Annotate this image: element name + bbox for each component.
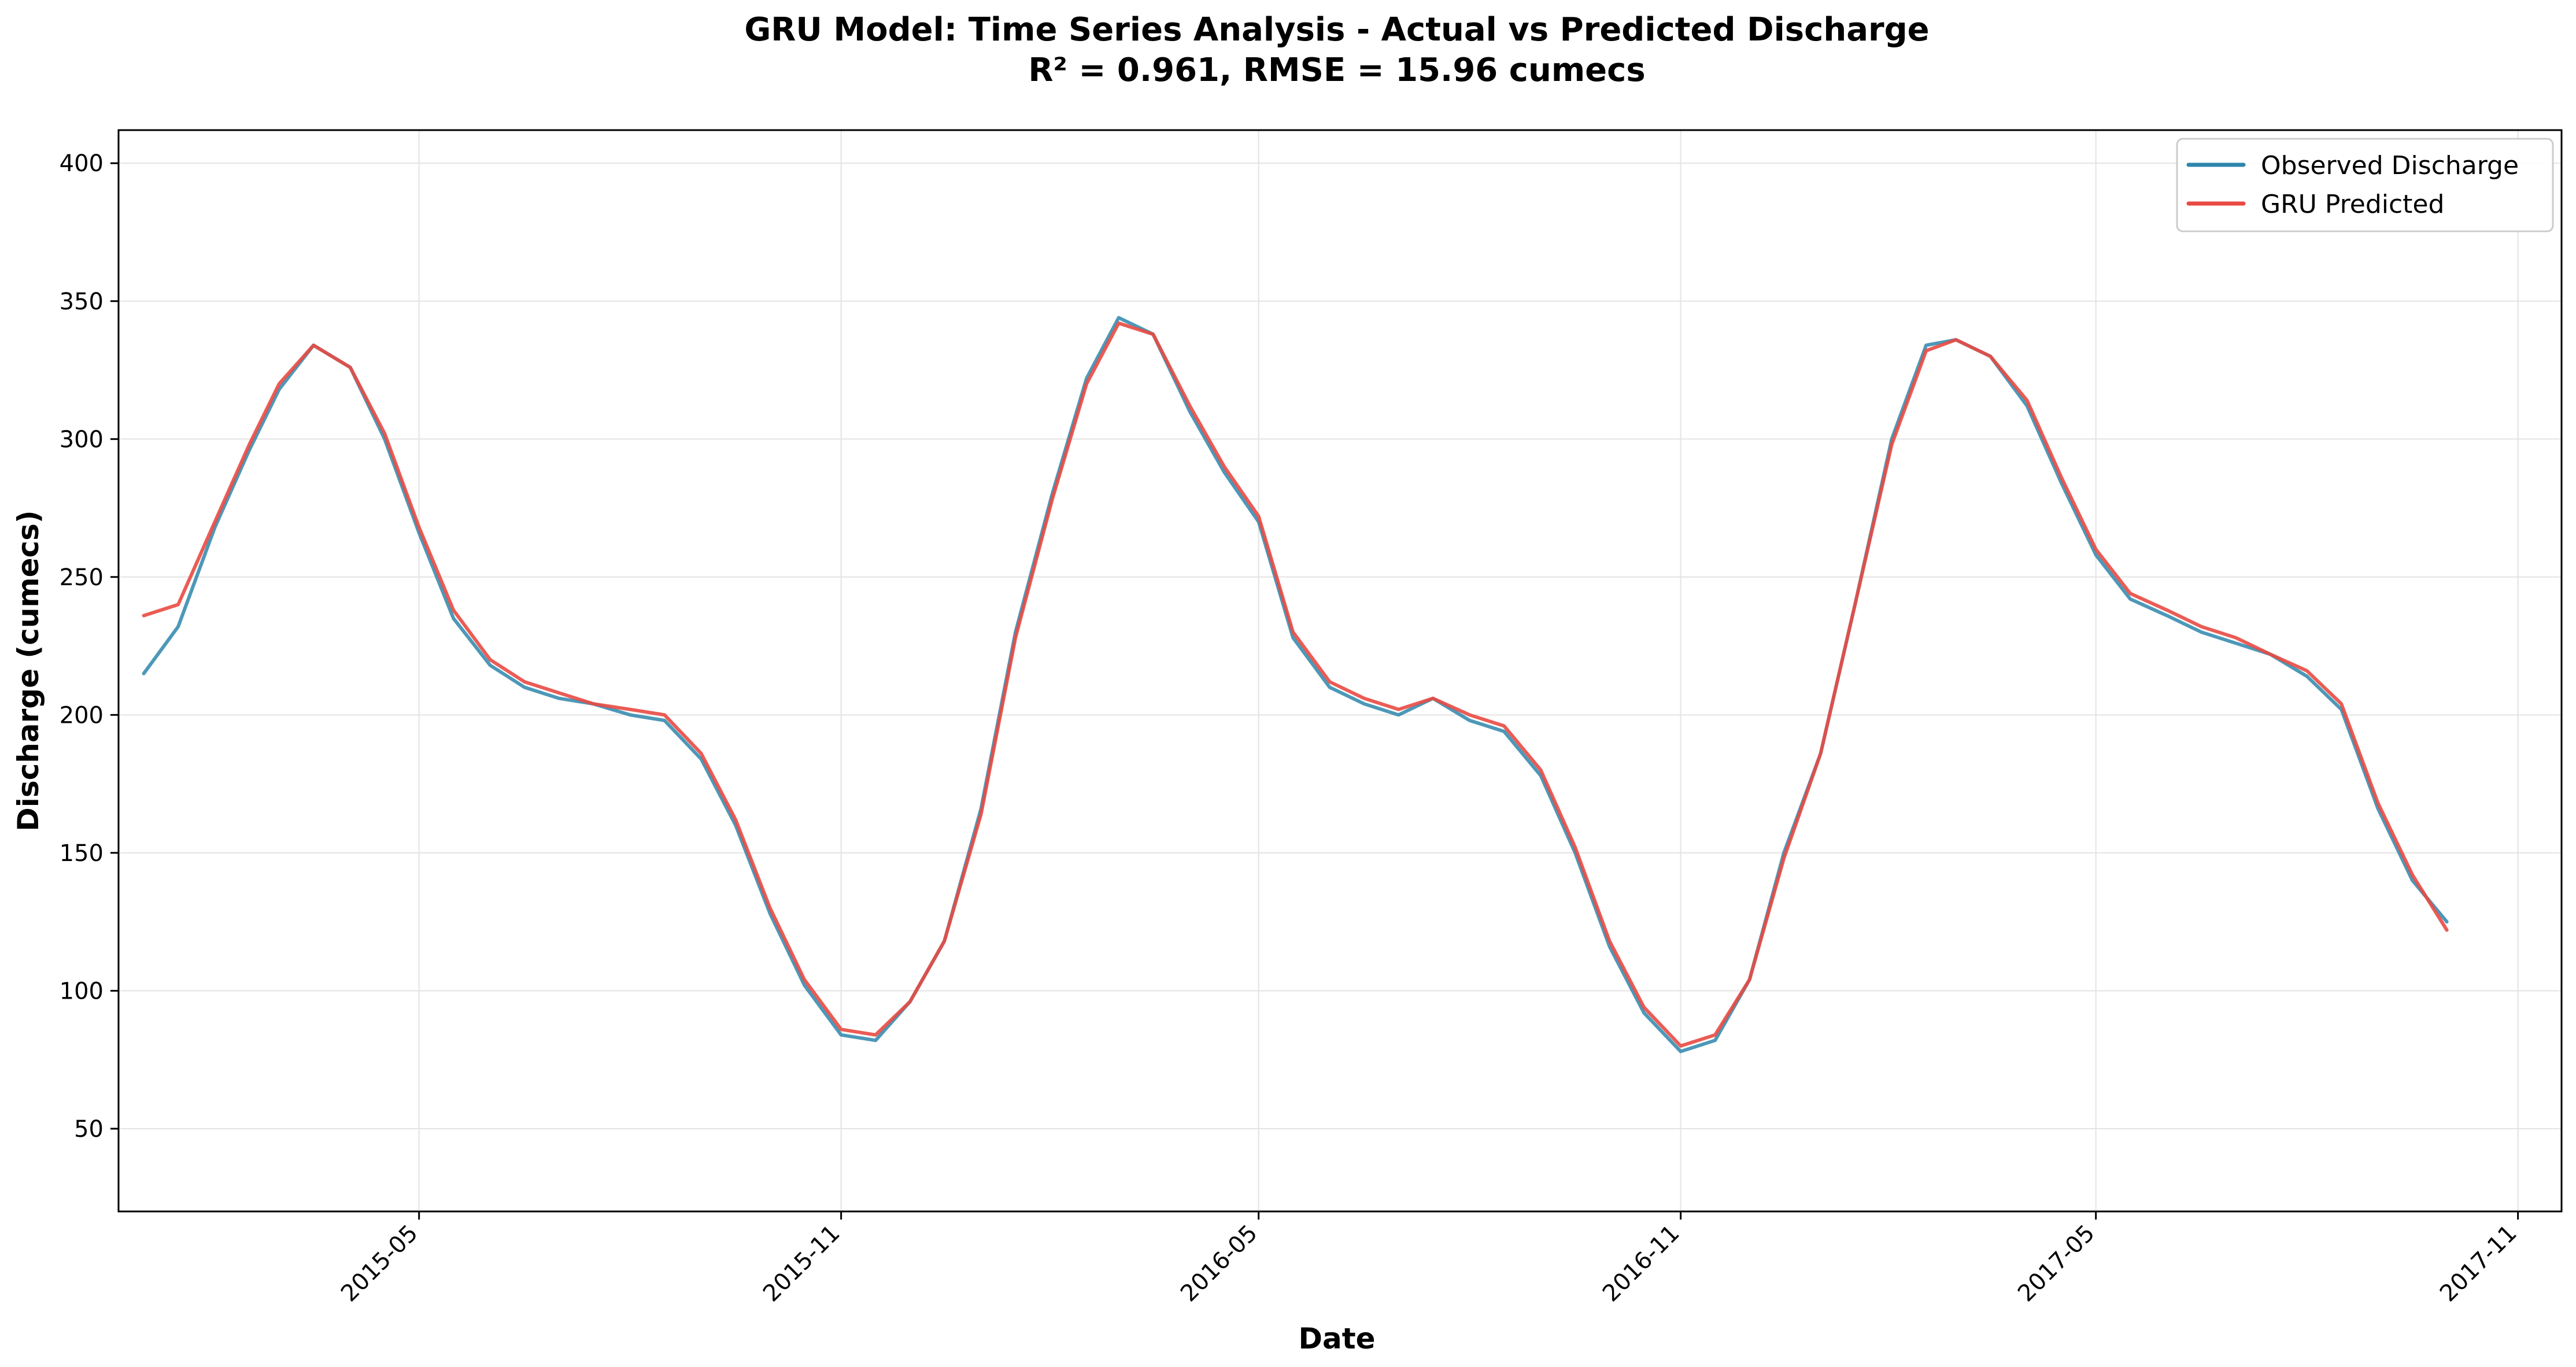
y-tick-label: 250 bbox=[60, 564, 104, 591]
y-axis-label: Discharge (cumecs) bbox=[12, 510, 45, 832]
legend-label-predicted: GRU Predicted bbox=[2261, 190, 2444, 219]
y-tick-label: 100 bbox=[60, 978, 104, 1004]
grid-y bbox=[119, 162, 2562, 1129]
chart-subtitle: R² = 0.961, RMSE = 15.96 cumecs bbox=[1028, 51, 1645, 89]
legend-box bbox=[2176, 138, 2554, 232]
observed-discharge-line bbox=[142, 316, 2449, 1054]
grid-x bbox=[418, 130, 2519, 1211]
chart-title: GRU Model: Time Series Analysis - Actual… bbox=[744, 11, 1929, 49]
y-tick-label: 200 bbox=[60, 702, 104, 729]
legend: Observed Discharge GRU Predicted bbox=[2176, 138, 2554, 232]
y-tick-label: 350 bbox=[60, 289, 104, 315]
x-axis-label: Date bbox=[1298, 1322, 1375, 1355]
gru-predicted-line bbox=[142, 321, 2449, 1048]
y-tick-label: 150 bbox=[60, 840, 104, 867]
legend-label-observed: Observed Discharge bbox=[2261, 151, 2519, 180]
series-layer bbox=[142, 316, 2449, 1054]
y-axis-ticks: 50 100 150 200 250 300 350 400 bbox=[60, 150, 119, 1143]
y-tick-label: 50 bbox=[74, 1116, 104, 1143]
y-tick-label: 400 bbox=[60, 150, 104, 177]
y-tick-label: 300 bbox=[60, 426, 104, 453]
plot-frame bbox=[117, 129, 2563, 1213]
